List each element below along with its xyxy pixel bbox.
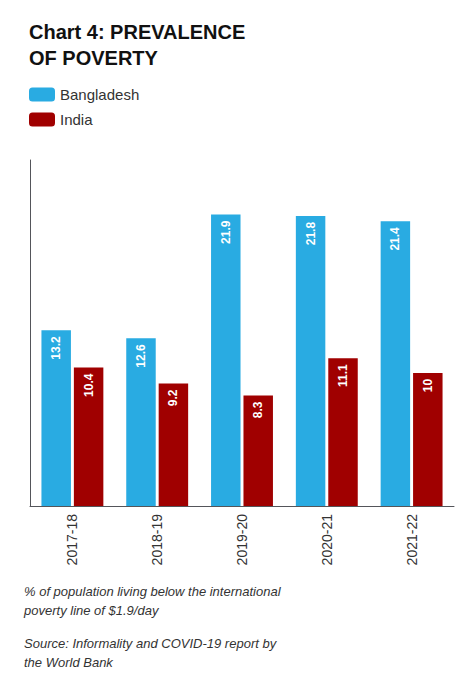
svg-text:10.4: 10.4 xyxy=(82,373,96,397)
svg-text:21.4: 21.4 xyxy=(388,227,402,251)
svg-text:% of population living below t: % of population living below the interna… xyxy=(24,584,282,599)
svg-text:12.6: 12.6 xyxy=(134,344,148,368)
svg-text:Source: Informality and COVID-: Source: Informality and COVID-19 report … xyxy=(24,636,278,651)
svg-text:8.3: 8.3 xyxy=(251,401,265,418)
svg-text:India: India xyxy=(60,111,93,128)
svg-text:2019-20: 2019-20 xyxy=(234,514,250,566)
svg-text:11.1: 11.1 xyxy=(336,364,350,387)
svg-text:the World Bank: the World Bank xyxy=(24,655,114,670)
svg-text:OF POVERTY: OF POVERTY xyxy=(29,47,159,69)
svg-text:Chart 4: PREVALENCE: Chart 4: PREVALENCE xyxy=(29,21,245,43)
svg-text:2017-18: 2017-18 xyxy=(64,514,80,566)
svg-text:10: 10 xyxy=(421,379,435,393)
svg-text:poverty line of $1.9/day: poverty line of $1.9/day xyxy=(23,603,160,618)
svg-text:2018-19: 2018-19 xyxy=(149,514,165,566)
svg-text:2020-21: 2020-21 xyxy=(319,514,335,566)
svg-text:21.8: 21.8 xyxy=(304,222,318,246)
svg-text:9.2: 9.2 xyxy=(166,389,180,406)
svg-text:13.2: 13.2 xyxy=(49,336,63,360)
svg-text:2021-22: 2021-22 xyxy=(404,514,420,566)
svg-text:21.9: 21.9 xyxy=(219,220,233,244)
svg-text:Bangladesh: Bangladesh xyxy=(60,86,139,103)
